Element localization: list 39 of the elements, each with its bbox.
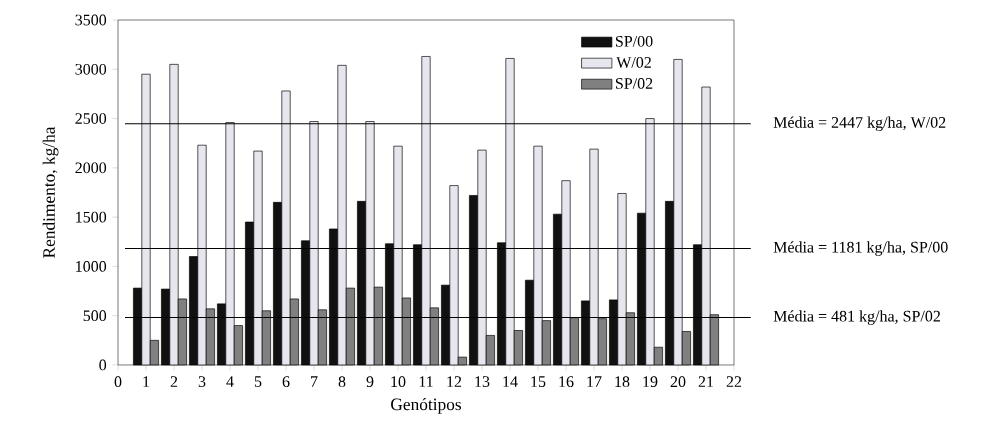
y-tick-label: 1000 <box>76 261 107 272</box>
x-tick-label: 12 <box>447 376 462 387</box>
x-tick-label: 2 <box>170 376 178 387</box>
x-axis-title: Genótipos <box>391 398 462 414</box>
y-axis-title: Rendimento, kg/ha <box>42 126 59 258</box>
x-tick-label: 1 <box>143 376 150 387</box>
y-tick-label: 2500 <box>75 113 107 124</box>
ref-line-label: Média = 481 kg/ha, SP/02 <box>773 310 940 325</box>
y-tick-label: 0 <box>99 359 107 371</box>
x-tick-label: 4 <box>226 376 234 387</box>
x-tick-label: 19 <box>643 376 658 388</box>
x-tick-label: 5 <box>254 376 262 387</box>
y-tick-label: 2000 <box>75 162 107 174</box>
legend-label: SP/02 <box>615 78 653 89</box>
y-tick-label: 500 <box>83 310 107 322</box>
x-tick-label: 0 <box>114 376 122 388</box>
x-tick-label: 21 <box>698 376 714 387</box>
ref-line-label: Média = 1181 kg/ha, SP/00 <box>773 241 948 256</box>
legend-label: SP/00 <box>615 35 653 47</box>
y-tick-label: 1500 <box>76 211 107 223</box>
x-tick-label: 8 <box>338 376 346 388</box>
x-tick-label: 14 <box>503 376 518 387</box>
x-tick-label: 16 <box>559 376 574 388</box>
x-tick-label: 15 <box>531 376 546 387</box>
x-tick-label: 20 <box>670 376 686 388</box>
legend-label: W/02 <box>616 56 651 68</box>
ref-line-label: Média = 2447 kg/ha, W/02 <box>773 116 946 132</box>
x-tick-label: 7 <box>311 376 318 387</box>
x-tick-label: 18 <box>615 376 630 388</box>
x-tick-label: 9 <box>366 376 374 388</box>
x-tick-label: 6 <box>282 376 290 388</box>
x-tick-label: 10 <box>391 376 406 388</box>
y-tick-label: 3500 <box>75 14 107 26</box>
x-tick-label: 22 <box>726 376 742 387</box>
y-tick-label: 3000 <box>75 63 107 75</box>
x-tick-label: 17 <box>587 376 602 387</box>
x-tick-label: 13 <box>475 376 490 388</box>
x-tick-label: 3 <box>198 376 206 388</box>
x-tick-label: 11 <box>419 376 433 387</box>
